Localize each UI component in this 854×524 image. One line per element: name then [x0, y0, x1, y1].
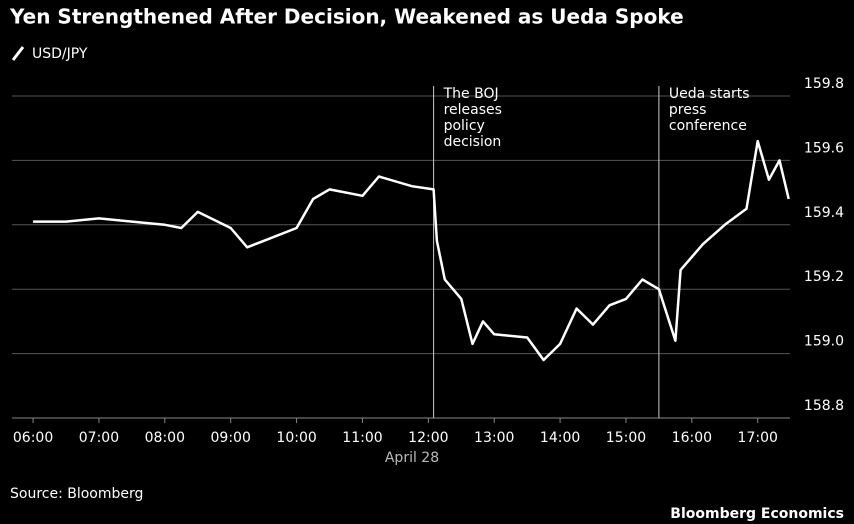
x-tick-label: 10:00: [276, 430, 316, 446]
annotation-text: releases: [444, 102, 502, 118]
annotation-text: press: [669, 102, 707, 118]
x-tick-label: 12:00: [408, 430, 448, 446]
annotation-text: conference: [669, 118, 747, 134]
y-tick-label: 159.8: [804, 76, 844, 92]
y-tick-label: 159.4: [804, 205, 844, 221]
legend-label: USD/JPY: [32, 46, 88, 62]
source: Source: Bloomberg: [10, 486, 143, 502]
y-tick-label: 158.8: [804, 398, 844, 414]
x-tick-label: 09:00: [211, 430, 251, 446]
x-tick-label: 14:00: [540, 430, 580, 446]
annotation-text: decision: [444, 134, 502, 150]
x-tick-label: 07:00: [79, 430, 119, 446]
data-line: [33, 139, 790, 362]
annotation-text: Ueda starts: [669, 86, 750, 102]
annotation-text: The BOJ: [443, 86, 499, 102]
x-tick-label: 11:00: [342, 430, 382, 446]
y-tick-label: 159.6: [804, 140, 844, 156]
x-tick-label: 17:00: [738, 430, 778, 446]
x-tick-label: 06:00: [13, 430, 53, 446]
credit: Bloomberg Economics: [670, 506, 844, 522]
x-tick-label: 13:00: [474, 430, 514, 446]
annotation-text: policy: [444, 118, 485, 134]
x-tick-label: 08:00: [145, 430, 185, 446]
chart-title: Yen Strengthened After Decision, Weakene…: [9, 5, 684, 29]
y-tick-label: 159.0: [804, 334, 844, 350]
x-tick-label: 16:00: [672, 430, 712, 446]
x-axis-label: April 28: [385, 450, 439, 466]
legend-swatch: [11, 46, 25, 61]
x-tick-label: 15:00: [606, 430, 646, 446]
y-tick-label: 159.2: [804, 269, 844, 285]
